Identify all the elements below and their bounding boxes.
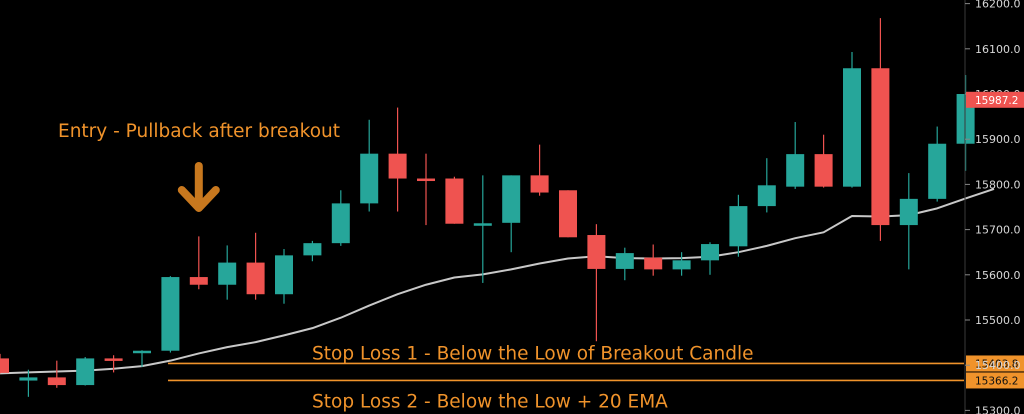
candle-body bbox=[133, 350, 151, 354]
candle bbox=[729, 194, 748, 257]
annotation-layer: Entry - Pullback after breakout bbox=[58, 121, 340, 212]
stop-loss-price-tag bbox=[966, 372, 1024, 389]
candle bbox=[701, 242, 719, 275]
candle bbox=[956, 75, 975, 171]
candle-body bbox=[559, 190, 577, 238]
candle-body bbox=[161, 277, 180, 351]
candle bbox=[644, 244, 663, 276]
candle bbox=[246, 232, 265, 300]
candle bbox=[899, 173, 918, 270]
annotation-text: Entry - Pullback after breakout bbox=[58, 121, 340, 142]
current-price-tag bbox=[966, 91, 1024, 108]
candle bbox=[47, 360, 66, 388]
candle bbox=[473, 175, 492, 283]
candle-body bbox=[331, 203, 350, 244]
stop-loss-text: Stop Loss 2 - Below the Low + 20 EMA bbox=[312, 391, 668, 412]
candle bbox=[843, 51, 861, 188]
candle-body bbox=[76, 358, 95, 386]
candle bbox=[615, 247, 634, 281]
candle-body bbox=[757, 185, 776, 207]
candle bbox=[76, 357, 95, 386]
ema-line bbox=[0, 187, 995, 375]
candle-body bbox=[104, 358, 123, 361]
candle bbox=[502, 175, 521, 253]
price-axis: 15300.0 15400.0 15500.0 15600.0 15700.0 15800… bbox=[964, 0, 1024, 414]
candle-body bbox=[644, 257, 663, 270]
candle bbox=[417, 153, 435, 226]
price-tick-label: 15300.0 bbox=[975, 404, 1021, 414]
candle bbox=[360, 119, 379, 212]
candle-body bbox=[530, 175, 549, 193]
candle bbox=[0, 353, 9, 374]
stop-loss-price-tag bbox=[966, 355, 1024, 372]
candle bbox=[133, 350, 151, 367]
candle bbox=[757, 158, 776, 213]
candle-body bbox=[615, 253, 634, 269]
candle bbox=[218, 245, 237, 300]
candle-body bbox=[473, 223, 492, 226]
price-tick-label: 15500.0 bbox=[975, 314, 1021, 327]
candle bbox=[871, 18, 890, 241]
price-tick-label: 16200.0 bbox=[975, 0, 1021, 11]
stop-loss-lines: 15403.8 Stop Loss 1 - Below the Low of Br… bbox=[168, 343, 1024, 412]
candle-body bbox=[502, 175, 521, 223]
stop-loss-price-label: 15403.8 bbox=[975, 358, 1018, 370]
candles-layer bbox=[0, 18, 1003, 397]
candle-body bbox=[47, 377, 66, 386]
candle bbox=[331, 190, 350, 246]
candle-body bbox=[0, 358, 9, 373]
candle-body bbox=[672, 260, 691, 270]
candle bbox=[189, 236, 208, 290]
stop-loss-text: Stop Loss 1 - Below the Low of Breakout … bbox=[312, 343, 754, 364]
candle-body bbox=[843, 68, 861, 187]
down-arrow-icon bbox=[177, 162, 220, 212]
candle bbox=[786, 122, 805, 189]
candle-body bbox=[275, 255, 293, 295]
stop-loss-price-label: 15366.2 bbox=[975, 375, 1018, 387]
candle bbox=[275, 249, 293, 304]
candle-body bbox=[445, 178, 464, 224]
current-price-label: 15987.2 bbox=[975, 95, 1018, 107]
price-tick-label: 16100.0 bbox=[975, 43, 1021, 56]
candle bbox=[303, 240, 322, 262]
candle bbox=[388, 107, 407, 212]
candle bbox=[530, 144, 549, 196]
candle-body bbox=[928, 143, 947, 199]
candle-body bbox=[19, 377, 38, 381]
candle-body bbox=[218, 262, 237, 285]
candle bbox=[928, 126, 947, 202]
price-tick-label: 15600.0 bbox=[975, 269, 1021, 282]
candle bbox=[587, 224, 606, 342]
candle bbox=[19, 369, 38, 397]
candle-body bbox=[303, 243, 322, 256]
candle-body bbox=[729, 206, 748, 247]
arrow-head bbox=[177, 186, 220, 212]
price-tick-label: 15700.0 bbox=[975, 224, 1021, 237]
candle bbox=[161, 276, 180, 353]
candle-body bbox=[417, 178, 435, 182]
candle-body bbox=[814, 154, 833, 187]
candle-body bbox=[701, 244, 719, 261]
candle-body bbox=[246, 262, 265, 295]
candle-body bbox=[189, 277, 208, 285]
candle-body bbox=[899, 198, 918, 226]
candle-body bbox=[360, 153, 379, 204]
candle bbox=[559, 190, 577, 238]
candle bbox=[672, 252, 691, 276]
candle bbox=[104, 355, 123, 373]
candle bbox=[445, 176, 464, 224]
candle-body bbox=[786, 154, 805, 187]
candle-body bbox=[587, 235, 606, 269]
candle-body bbox=[871, 68, 890, 226]
ema-layer bbox=[0, 187, 995, 375]
price-tick-label: 15900.0 bbox=[975, 133, 1021, 146]
candle-body bbox=[388, 153, 407, 179]
price-tick-label: 15400.0 bbox=[975, 359, 1021, 372]
price-tick-label: 15800.0 bbox=[975, 178, 1021, 191]
candle bbox=[814, 134, 833, 188]
